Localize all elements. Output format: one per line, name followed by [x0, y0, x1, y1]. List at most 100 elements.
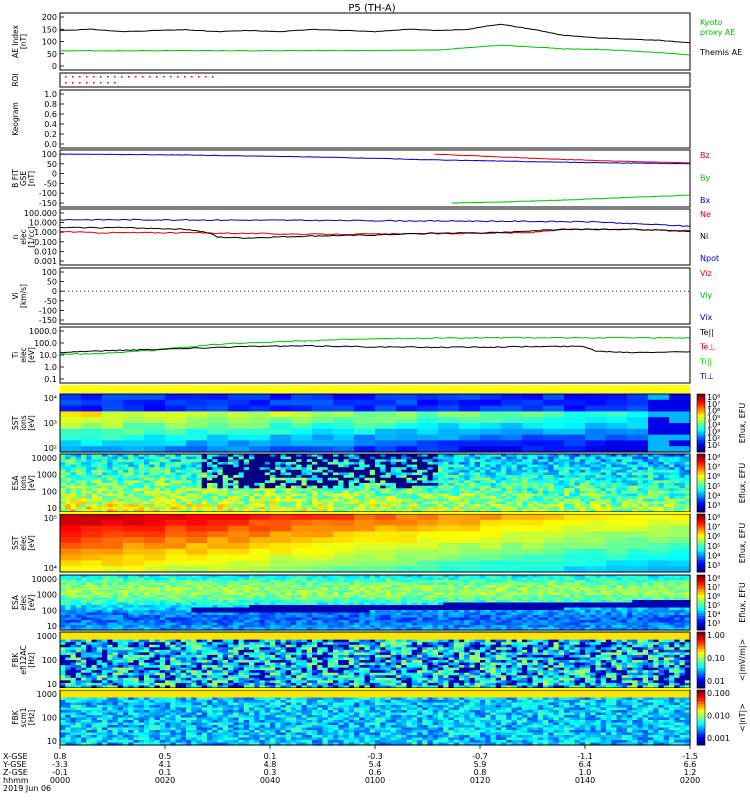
heatmap-cell [333, 580, 339, 584]
heatmap-cell [627, 440, 649, 447]
heatmap-cell [123, 548, 145, 556]
heatmap-cell [123, 602, 129, 606]
y-axis-label: B FITGSE[nT] [11, 169, 36, 188]
heatmap-cell [427, 498, 434, 503]
heatmap-cell [138, 600, 145, 604]
heatmap-cell [543, 485, 549, 489]
heatmap-cell [469, 498, 476, 503]
heatmap-cell [375, 525, 397, 532]
heatmap-cell [228, 496, 234, 500]
heatmap-cell [70, 456, 77, 460]
heatmap-cell [291, 446, 313, 453]
heatmap-cell [138, 605, 145, 609]
heatmap-cell [123, 496, 129, 500]
heatmap-cell [296, 590, 303, 594]
heatmap-cell [417, 467, 423, 471]
heatmap-cell [327, 595, 334, 599]
heatmap-cell [102, 605, 108, 609]
heatmap-cell [123, 506, 129, 510]
colorbar-segment [697, 537, 705, 541]
heatmap-cell [511, 504, 518, 508]
heatmap-cell [495, 498, 502, 503]
heatmap-cell [186, 531, 208, 538]
heatmap-cell [558, 472, 565, 476]
heatmap-cell [107, 582, 114, 586]
heatmap-cell [648, 509, 654, 513]
heatmap-cell [611, 477, 618, 481]
heatmap-cell [149, 459, 156, 463]
heatmap-cell [674, 467, 681, 471]
heatmap-cell [133, 475, 140, 479]
heatmap-cell [417, 456, 423, 460]
heatmap-cell [196, 506, 203, 510]
heatmap-cell [123, 464, 129, 468]
heatmap-cell [417, 554, 439, 561]
heatmap-cell [312, 587, 318, 591]
heatmap-cell [117, 620, 124, 624]
heatmap-cell [637, 483, 644, 487]
heatmap-cell [327, 600, 334, 604]
colorbar-segment [697, 480, 705, 484]
heatmap-cell [207, 607, 213, 611]
heatmap-cell [175, 620, 182, 624]
heatmap-cell [270, 459, 276, 463]
heatmap-cell [648, 423, 670, 430]
heatmap-cell [401, 454, 408, 458]
heatmap-cell [579, 480, 586, 484]
heatmap-cell [380, 587, 387, 591]
heatmap-cell [264, 600, 271, 604]
heatmap-cell [70, 582, 77, 586]
heatmap-cell [165, 411, 187, 418]
heatmap-cell [637, 459, 644, 463]
heatmap-cell [606, 566, 628, 573]
heatmap-cell [459, 440, 481, 447]
heatmap-cell [543, 501, 549, 505]
heatmap-cell [490, 496, 497, 500]
heatmap-cell [275, 498, 282, 503]
heatmap-cell [75, 595, 82, 599]
heatmap-cell [149, 506, 156, 510]
heatmap-cell [201, 595, 208, 599]
heatmap-cell [165, 627, 171, 631]
heatmap-cell [144, 525, 166, 532]
heatmap-cell [228, 501, 234, 505]
heatmap-cell [270, 617, 276, 621]
heatmap-cell [264, 456, 271, 460]
heatmap-cell [102, 459, 108, 463]
heatmap-cell [212, 577, 219, 581]
heatmap-cell [574, 464, 581, 468]
heatmap-cell [648, 411, 670, 418]
heatmap-cell [81, 504, 87, 508]
heatmap-cell [632, 475, 639, 479]
heatmap-cell [149, 590, 156, 594]
heatmap-cell [527, 488, 534, 492]
heatmap-cell [369, 587, 376, 591]
heatmap-cell [417, 469, 423, 474]
heatmap-cell [291, 483, 297, 487]
heatmap-cell [495, 496, 502, 500]
heatmap-cell [291, 554, 313, 561]
heatmap-cell [107, 456, 114, 460]
heatmap-cell [348, 480, 355, 484]
heatmap-cell [138, 454, 145, 458]
heatmap-cell [327, 615, 334, 619]
heatmap-cell [123, 525, 145, 532]
heatmap-cell [306, 582, 313, 586]
heatmap-cell [585, 405, 607, 412]
heatmap-cell [432, 493, 439, 497]
panel-roi: ROI [11, 72, 691, 88]
heatmap-cell [569, 475, 576, 479]
heatmap-cell [406, 600, 413, 604]
heatmap-cell [301, 501, 308, 505]
heatmap-cell [212, 504, 219, 508]
heatmap-cell [154, 501, 161, 505]
heatmap-cell [170, 597, 177, 601]
heatmap-cell [154, 605, 161, 609]
heatmap-cell [102, 454, 108, 458]
heatmap-cell [60, 440, 82, 447]
heatmap-cell [144, 612, 150, 616]
heatmap-cell [81, 501, 87, 505]
heatmap-cell [327, 493, 334, 497]
heatmap-cell [280, 587, 287, 591]
heatmap-cell [648, 554, 670, 561]
